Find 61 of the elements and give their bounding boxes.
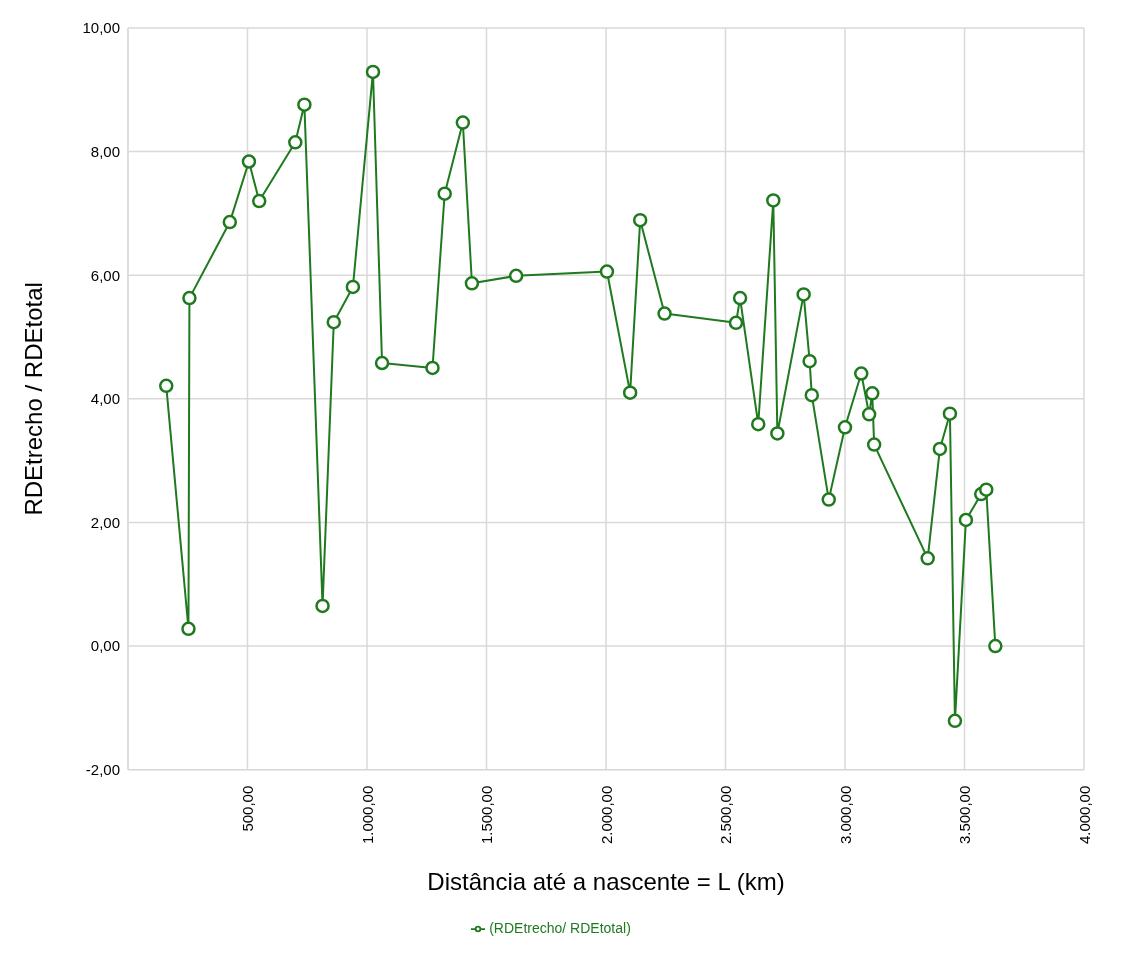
x-tick-label: 2.500,00 xyxy=(717,785,734,845)
point xyxy=(657,306,672,321)
point xyxy=(861,407,877,422)
y-tick-label: 6,00 xyxy=(90,266,120,284)
x-axis-title: Distância até a nascente = L (km) xyxy=(427,867,785,895)
point xyxy=(728,315,744,331)
point xyxy=(455,115,471,130)
point xyxy=(802,353,817,369)
point xyxy=(796,287,811,302)
point xyxy=(241,154,257,169)
point xyxy=(288,135,303,150)
y-tick-label: 2,00 xyxy=(90,513,120,531)
point xyxy=(374,355,390,371)
x-tick-label: 1.500,00 xyxy=(478,785,495,845)
point xyxy=(345,279,361,295)
point xyxy=(437,186,452,201)
x-tick-label: 1.000,00 xyxy=(358,785,376,845)
y-axis-title: RDEtrecho / RDEtotal xyxy=(19,282,47,516)
point xyxy=(425,360,440,376)
point xyxy=(222,214,238,230)
point xyxy=(865,386,880,401)
point xyxy=(770,426,785,441)
x-tick-label: 3.000,00 xyxy=(836,785,854,845)
point xyxy=(182,290,197,306)
x-tick-label: 500,00 xyxy=(239,785,256,832)
point xyxy=(821,492,836,507)
x-tick-label: 2.000,00 xyxy=(597,785,615,845)
point xyxy=(599,264,615,279)
point xyxy=(866,437,882,452)
point xyxy=(251,193,267,209)
point xyxy=(854,366,869,381)
y-tick-label: 0,00 xyxy=(90,637,120,655)
point xyxy=(920,551,935,566)
point xyxy=(732,290,748,306)
point xyxy=(622,385,638,400)
point xyxy=(315,598,330,614)
point xyxy=(979,482,994,497)
y-tick-label: 4,00 xyxy=(90,390,120,408)
y-tick-label: 10,00 xyxy=(82,19,120,37)
point xyxy=(464,276,480,291)
x-tick-label: 4.000,00 xyxy=(1075,785,1093,845)
point xyxy=(508,268,524,284)
point xyxy=(632,212,648,228)
point xyxy=(947,713,963,729)
point xyxy=(766,193,781,208)
point xyxy=(932,441,948,457)
point xyxy=(804,387,820,403)
point xyxy=(365,64,381,80)
point xyxy=(750,416,766,432)
x-tick-label: 3.500,00 xyxy=(956,785,973,845)
point xyxy=(158,378,174,394)
y-tick-label: -2,00 xyxy=(85,761,120,779)
point xyxy=(326,314,342,330)
y-tick-label: 8,00 xyxy=(90,142,120,160)
point xyxy=(837,420,853,435)
point xyxy=(958,512,974,528)
point xyxy=(942,406,958,421)
point xyxy=(297,97,312,112)
point xyxy=(988,638,1003,654)
legend-label: (RDEtrecho/ RDEtotal) xyxy=(489,919,631,936)
point xyxy=(181,621,196,637)
